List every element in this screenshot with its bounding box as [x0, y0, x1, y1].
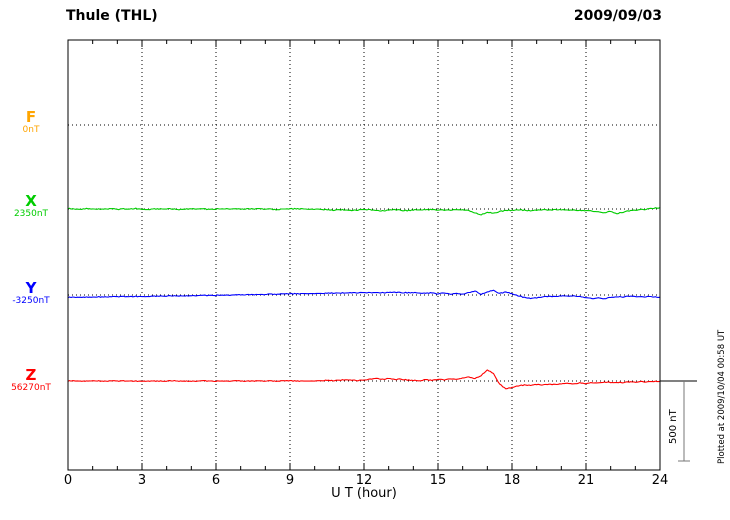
plotted-at-note: Plotted at 2009/10/04 00:58 UT [717, 329, 727, 464]
x-tick-label: 6 [212, 473, 220, 488]
plot-date: 2009/09/03 [573, 8, 662, 24]
plot-frame [67, 39, 661, 471]
x-tick-label: 18 [504, 473, 521, 488]
series-label-y: Y -3250nT [0, 280, 62, 307]
x-tick-label: 9 [286, 473, 294, 488]
trace-x [67, 207, 661, 216]
trace-z [67, 369, 661, 390]
series-label-f: F 0nT [0, 109, 62, 136]
series-baseline-f: 0nT [22, 125, 40, 135]
x-tick-label: 0 [64, 473, 72, 488]
series-letter-z: Z [25, 366, 37, 384]
x-tick-label: 21 [578, 473, 595, 488]
series-letter-y: Y [25, 279, 37, 297]
x-tick-label: 24 [652, 473, 669, 488]
station-title: Thule (THL) [66, 8, 158, 24]
series-label-x: X 2350nT [0, 193, 62, 220]
series-label-z: Z 56270nT [0, 367, 62, 394]
series-baseline-x: 2350nT [13, 209, 49, 219]
series-letter-f: F [25, 108, 37, 126]
trace-y [67, 289, 661, 300]
scale-bar-label: 500 nT [668, 408, 679, 444]
series-letter-x: X [25, 192, 37, 210]
series-baseline-y: -3250nT [12, 296, 50, 306]
x-tick-label: 3 [138, 473, 146, 488]
x-tick-label: 12 [356, 473, 373, 488]
x-tick-label: 15 [430, 473, 447, 488]
series-baseline-z: 56270nT [11, 383, 51, 393]
x-axis-title: U T (hour) [331, 486, 397, 501]
